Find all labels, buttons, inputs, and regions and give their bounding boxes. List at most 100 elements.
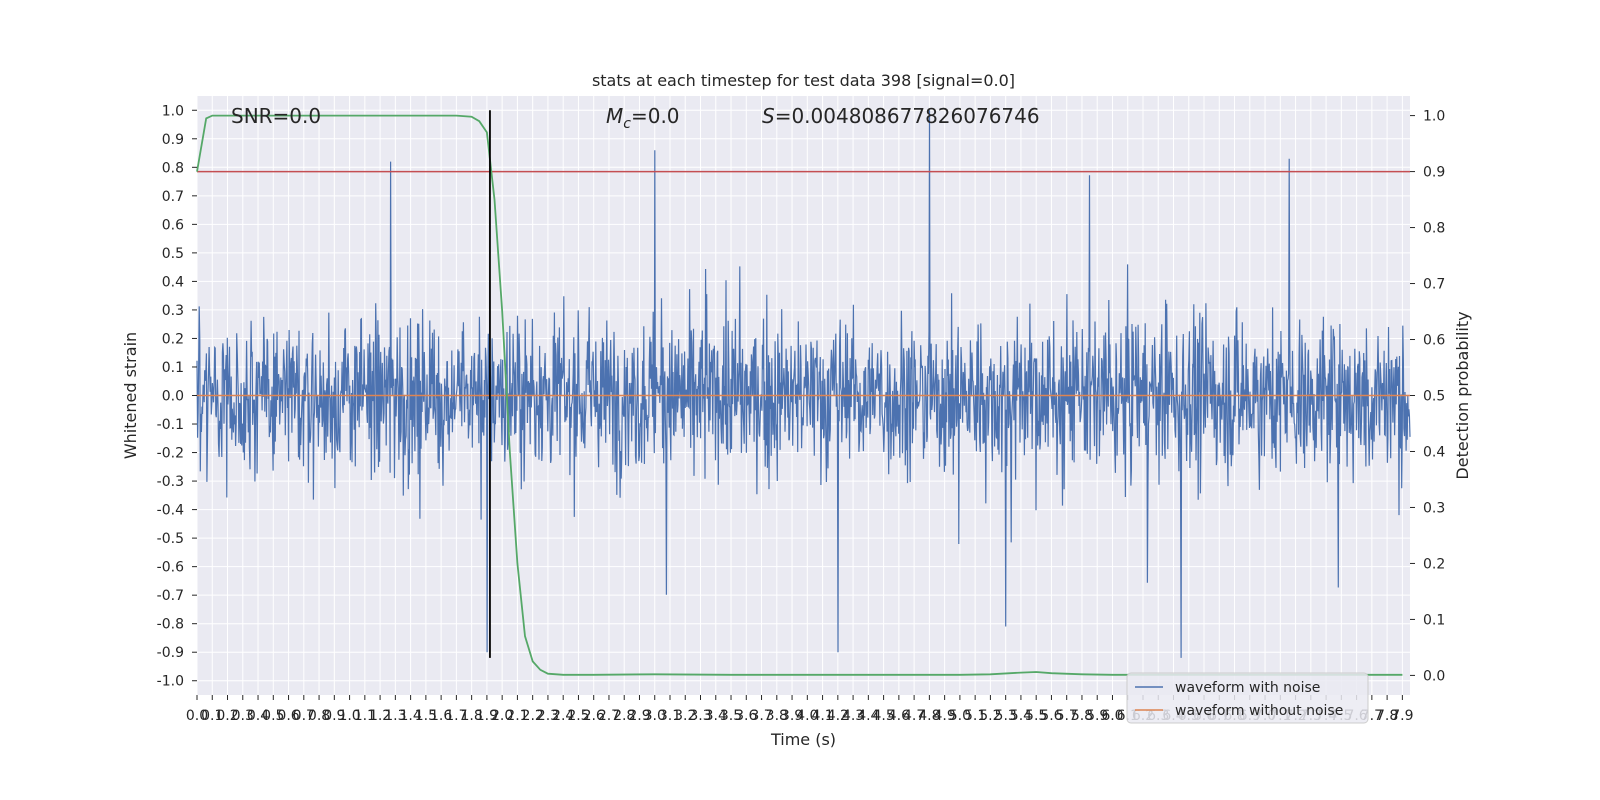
- x-tick-label: 3.3: [689, 708, 711, 724]
- annotation-mc-subscript: c: [623, 116, 631, 132]
- annotation-mc-value: =0.0: [631, 104, 680, 128]
- x-tick-label: 5.2: [979, 708, 1001, 724]
- x-tick-label: 4.7: [903, 708, 925, 724]
- y-tick-label: 0.3: [162, 303, 184, 319]
- x-tick-label: 3.2: [674, 708, 696, 724]
- x-tick-label: 2.1: [506, 708, 528, 724]
- y-tick-label: -0.6: [157, 560, 184, 576]
- annotation-chirp-mass: Mc=0.0: [606, 104, 680, 132]
- x-tick-label: 3.4: [705, 708, 727, 724]
- x-tick-label: 0.8: [308, 708, 330, 724]
- y2-tick-label: 0.2: [1423, 556, 1445, 572]
- x-tick-label: 1.1: [354, 708, 376, 724]
- x-tick-label: 1.8: [461, 708, 483, 724]
- y2-tick-label: 0.7: [1423, 277, 1445, 293]
- y-tick-label: -0.7: [157, 588, 184, 604]
- y-tick-label: 0.2: [162, 331, 184, 347]
- x-tick-label: 0.0: [186, 708, 208, 724]
- annotation-mc-symbol: M: [606, 104, 623, 128]
- x-tick-label: 3.1: [659, 708, 681, 724]
- x-tick-label: 4.1: [811, 708, 833, 724]
- x-tick-label: 3.8: [766, 708, 788, 724]
- x-axis-label: Time (s): [770, 730, 836, 749]
- x-tick-label: 4.2: [827, 708, 849, 724]
- y-tick-label: 0.1: [162, 360, 184, 376]
- y-axis-label: Whitened strain: [121, 332, 140, 459]
- y-tick-label: 0.9: [162, 132, 184, 148]
- x-tick-label: 3.5: [720, 708, 742, 724]
- x-tick-label: 0.6: [277, 708, 299, 724]
- x-tick-label: 6.0: [1101, 708, 1123, 724]
- legend-label-noise: waveform with noise: [1175, 680, 1320, 696]
- y2-tick-label: 0.9: [1423, 165, 1445, 181]
- y2-tick-label: 0.0: [1423, 668, 1445, 684]
- x-tick-label: 4.5: [872, 708, 894, 724]
- x-tick-label: 1.4: [399, 708, 421, 724]
- x-tick-label: 2.2: [522, 708, 544, 724]
- x-tick-label: 1.0: [338, 708, 360, 724]
- x-tick-label: 2.3: [537, 708, 559, 724]
- x-tick-label: 0.5: [262, 708, 284, 724]
- x-tick-label: 5.8: [1071, 708, 1093, 724]
- x-tick-label: 2.4: [552, 708, 574, 724]
- x-tick-label: 5.4: [1010, 708, 1032, 724]
- y2-axis-ticks: 1.0 0.9 0.8 0.7 0.6 0.5 0.4 0.3 0.2 0.1 0.0: [1410, 109, 1445, 684]
- x-tick-label: 0.7: [293, 708, 315, 724]
- x-tick-label: 1.3: [384, 708, 406, 724]
- y2-tick-label: 0.3: [1423, 500, 1445, 516]
- y-tick-label: 1.0: [162, 103, 184, 119]
- x-tick-label: 5.7: [1056, 708, 1078, 724]
- y2-tick-label: 0.8: [1423, 221, 1445, 237]
- y-tick-label: -0.4: [157, 503, 184, 519]
- y-tick-label: -0.2: [157, 446, 184, 462]
- x-tick-label: 3.7: [750, 708, 772, 724]
- y-axis-ticks: 1.0 0.9 0.8 0.7 0.6 0.5 0.4 0.3 0.2 0.1 0.0 -0.1 -0.…: [157, 103, 197, 690]
- x-tick-label: 2.0: [491, 708, 513, 724]
- x-tick-label: 4.0: [796, 708, 818, 724]
- x-tick-label: 7.9: [1391, 708, 1413, 724]
- x-tick-label: 0.9: [323, 708, 345, 724]
- y-tick-label: -0.8: [157, 617, 184, 633]
- x-tick-label: 1.7: [445, 708, 467, 724]
- annotation-s: S=0.004808677826076746: [762, 104, 1040, 128]
- series-line-detection-probability: [196, 114, 1403, 676]
- series-line-waveform-with-noise: [196, 110, 1411, 658]
- x-tick-label: 2.8: [613, 708, 635, 724]
- x-tick-label: 0.4: [247, 708, 269, 724]
- x-tick-label: 2.9: [628, 708, 650, 724]
- y-tick-label: 0.7: [162, 189, 184, 205]
- y-tick-label: 0.4: [162, 274, 184, 290]
- y2-tick-label: 0.4: [1423, 444, 1445, 460]
- x-tick-label: 5.5: [1025, 708, 1047, 724]
- y-tick-label: -0.5: [157, 531, 184, 547]
- y-tick-label: -0.1: [157, 417, 184, 433]
- x-tick-label: 5.6: [1040, 708, 1062, 724]
- x-tick-label: 4.9: [934, 708, 956, 724]
- x-tick-label: 3.0: [644, 708, 666, 724]
- x-tick-label: 4.8: [918, 708, 940, 724]
- x-tick-label: 2.5: [567, 708, 589, 724]
- y-tick-label: 0.8: [162, 160, 184, 176]
- y2-tick-label: 0.5: [1423, 389, 1445, 405]
- chart-title: stats at each timestep for test data 398…: [592, 71, 1015, 90]
- y-tick-label: -0.3: [157, 474, 184, 490]
- legend: waveform with noise waveform without noi…: [1126, 672, 1369, 724]
- y-tick-label: 0.5: [162, 246, 184, 262]
- x-tick-label: 0.3: [232, 708, 254, 724]
- x-tick-label: 3.9: [781, 708, 803, 724]
- x-tick-label: 4.3: [842, 708, 864, 724]
- y2-axis-label: Detection probability: [1453, 311, 1472, 479]
- legend-box: [1126, 672, 1369, 724]
- x-tick-label: 1.6: [430, 708, 452, 724]
- y-tick-label: -0.9: [157, 645, 184, 661]
- series-waveform-with-noise: [196, 110, 1411, 658]
- x-tick-label: 5.0: [949, 708, 971, 724]
- x-tick-label: 0.1: [201, 708, 223, 724]
- x-tick-label: 4.4: [857, 708, 879, 724]
- annotation-snr: SNR=0.0: [231, 104, 321, 128]
- x-tick-label: 2.7: [598, 708, 620, 724]
- x-tick-label: 5.1: [964, 708, 986, 724]
- x-tick-label: 5.9: [1086, 708, 1108, 724]
- x-tick-label: 3.6: [735, 708, 757, 724]
